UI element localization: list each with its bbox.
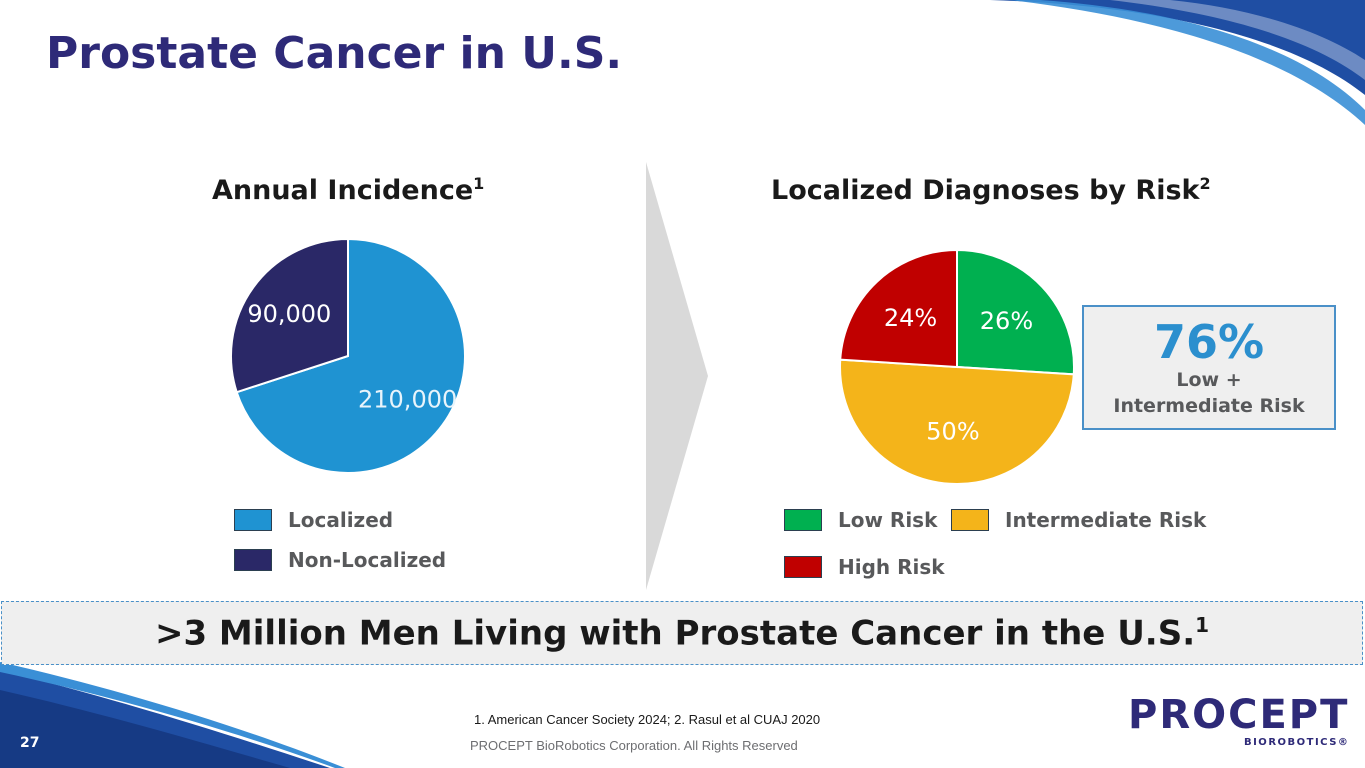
footer-copyright: PROCEPT BioRobotics Corporation. All Rig… — [470, 738, 798, 753]
legend-swatch-low-risk — [784, 509, 822, 531]
legend-swatch-non-localized — [234, 549, 272, 571]
legend-label-intermediate-risk: Intermediate Risk — [1005, 508, 1207, 532]
pie-slice-localized — [235, 237, 466, 474]
legend-item-localized: Localized — [234, 508, 446, 532]
pie-slice-low-risk — [956, 248, 1075, 376]
legend-item-intermediate-risk: Intermediate Risk — [951, 508, 1206, 532]
pie-data-label-low-risk: 26% — [980, 307, 1033, 335]
chart-title-localized-by-risk: Localized Diagnoses by Risk2 — [771, 174, 1211, 206]
callout-box: 76% Low + Intermediate Risk — [1082, 305, 1336, 430]
page-title: Prostate Cancer in U.S. — [46, 28, 623, 79]
page-number: 27 — [20, 735, 40, 751]
callout-label: Low + Intermediate Risk — [1113, 369, 1305, 417]
banner-superscript: 1 — [1195, 612, 1210, 637]
pie-data-label-non-localized: 90,000 — [247, 300, 331, 328]
legend-item-non-localized: Non-Localized — [234, 548, 446, 572]
legend-label-low-risk: Low Risk — [838, 508, 938, 532]
pie-data-label-localized: 210,000 — [358, 386, 457, 414]
legend-swatch-high-risk — [784, 556, 822, 578]
pie-slice-high-risk — [839, 248, 958, 369]
procept-logo: PROCEPT BIOROBOTICS® — [1128, 695, 1349, 748]
chart-title-superscript: 1 — [473, 174, 485, 193]
legend-swatch-intermediate-risk — [951, 509, 989, 531]
legend-item-high-risk: High Risk — [784, 555, 945, 579]
chart-title-superscript: 2 — [1199, 174, 1211, 193]
pie-data-label-high-risk: 24% — [884, 304, 937, 332]
legend-annual-incidence: Localized Non-Localized — [234, 508, 446, 572]
legend-label-high-risk: High Risk — [838, 555, 945, 579]
chart-title-annual-incidence: Annual Incidence1 — [212, 174, 485, 206]
callout-value: 76% — [1153, 315, 1265, 369]
divider-arrow — [646, 162, 708, 590]
logo-wordmark: PROCEPT — [1128, 692, 1350, 738]
legend-label-localized: Localized — [288, 508, 394, 532]
footer-references: 1. American Cancer Society 2024; 2. Rasu… — [474, 712, 821, 727]
key-stat-banner: >3 Million Men Living with Prostate Canc… — [1, 601, 1363, 665]
logo-subtitle: BIOROBOTICS® — [1243, 737, 1350, 748]
legend-item-low-risk: Low Risk — [784, 508, 937, 532]
legend-swatch-localized — [234, 509, 272, 531]
pie-slice-intermediate-risk — [839, 358, 1075, 485]
pie-slice-non-localized — [230, 237, 349, 394]
pie-data-label-intermediate-risk: 50% — [926, 418, 979, 446]
legend-label-non-localized: Non-Localized — [288, 548, 447, 572]
banner-text: >3 Million Men Living with Prostate Canc… — [154, 612, 1210, 654]
